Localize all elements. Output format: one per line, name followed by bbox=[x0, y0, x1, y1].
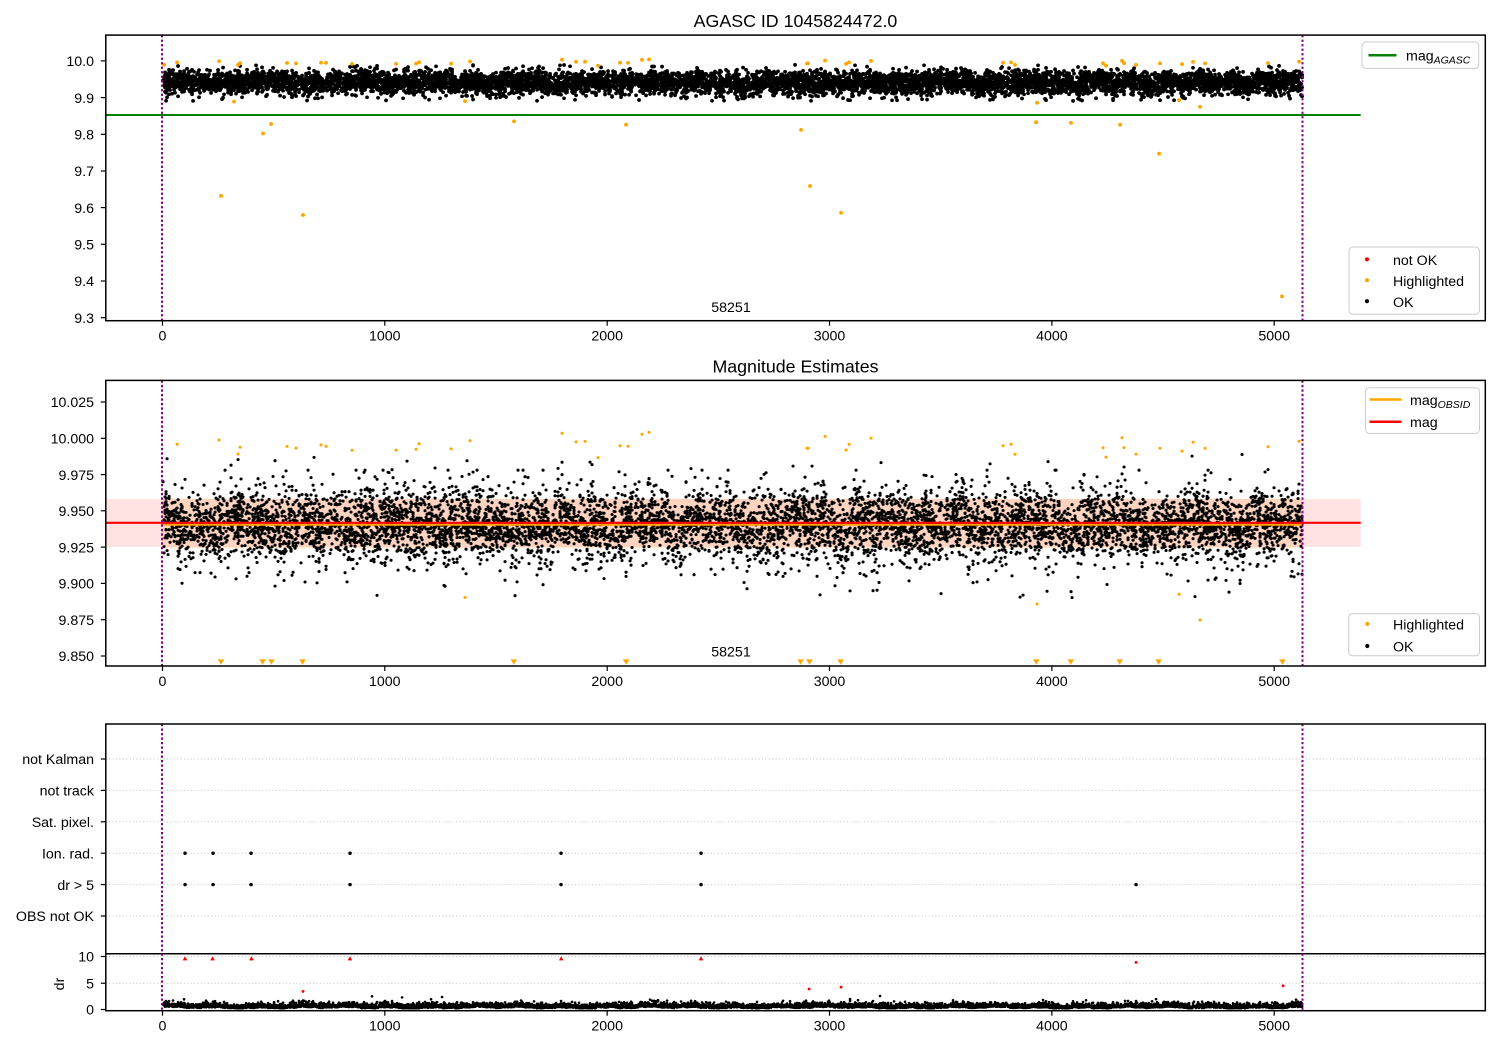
svg-text:9.850: 9.850 bbox=[58, 649, 94, 665]
svg-text:1000: 1000 bbox=[369, 674, 401, 690]
svg-text:9.9: 9.9 bbox=[74, 91, 94, 107]
svg-text:9.7: 9.7 bbox=[74, 164, 94, 180]
svg-text:10.0: 10.0 bbox=[66, 54, 94, 70]
svg-text:OBS not OK: OBS not OK bbox=[16, 909, 95, 925]
svg-text:58251: 58251 bbox=[711, 645, 751, 661]
svg-text:2000: 2000 bbox=[591, 674, 623, 690]
svg-text:1000: 1000 bbox=[369, 329, 401, 345]
svg-text:Highlighted: Highlighted bbox=[1393, 274, 1464, 290]
svg-text:0: 0 bbox=[159, 1019, 167, 1035]
svg-text:Ion. rad.: Ion. rad. bbox=[42, 846, 94, 862]
svg-text:4000: 4000 bbox=[1036, 1019, 1068, 1035]
svg-text:dr > 5: dr > 5 bbox=[57, 878, 94, 894]
svg-text:9.875: 9.875 bbox=[58, 613, 94, 629]
svg-text:9.900: 9.900 bbox=[58, 577, 94, 593]
svg-text:9.5: 9.5 bbox=[74, 238, 94, 254]
svg-text:0: 0 bbox=[159, 674, 167, 690]
svg-text:OK: OK bbox=[1393, 640, 1414, 656]
svg-text:5000: 5000 bbox=[1258, 329, 1290, 345]
svg-text:2000: 2000 bbox=[591, 329, 623, 345]
svg-text:OK: OK bbox=[1393, 295, 1414, 311]
svg-text:not Kalman: not Kalman bbox=[22, 752, 94, 768]
svg-text:mag: mag bbox=[1410, 415, 1438, 431]
svg-text:Sat. pixel.: Sat. pixel. bbox=[32, 815, 94, 831]
svg-text:not OK: not OK bbox=[1393, 253, 1438, 269]
svg-text:10.000: 10.000 bbox=[51, 432, 95, 448]
svg-text:10: 10 bbox=[78, 950, 94, 966]
svg-text:9.3: 9.3 bbox=[74, 311, 94, 327]
svg-text:10.025: 10.025 bbox=[51, 395, 95, 411]
svg-text:3000: 3000 bbox=[814, 674, 846, 690]
svg-text:5: 5 bbox=[86, 976, 94, 992]
svg-text:1000: 1000 bbox=[369, 1019, 401, 1035]
svg-text:9.925: 9.925 bbox=[58, 540, 94, 556]
svg-text:0: 0 bbox=[159, 329, 167, 345]
svg-text:AGASC ID 1045824472.0: AGASC ID 1045824472.0 bbox=[694, 11, 898, 31]
svg-text:4000: 4000 bbox=[1036, 674, 1068, 690]
svg-text:5000: 5000 bbox=[1258, 674, 1290, 690]
svg-text:9.4: 9.4 bbox=[74, 274, 94, 290]
svg-text:0: 0 bbox=[86, 1003, 94, 1019]
svg-text:2000: 2000 bbox=[591, 1019, 623, 1035]
svg-text:3000: 3000 bbox=[814, 1019, 846, 1035]
svg-text:dr: dr bbox=[52, 977, 68, 990]
svg-text:5000: 5000 bbox=[1258, 1019, 1290, 1035]
svg-text:Highlighted: Highlighted bbox=[1393, 618, 1464, 634]
svg-text:3000: 3000 bbox=[814, 329, 846, 345]
svg-text:4000: 4000 bbox=[1036, 329, 1068, 345]
svg-text:9.950: 9.950 bbox=[58, 504, 94, 520]
svg-text:9.8: 9.8 bbox=[74, 128, 94, 144]
svg-text:58251: 58251 bbox=[711, 300, 751, 316]
svg-text:9.975: 9.975 bbox=[58, 468, 94, 484]
svg-text:Magnitude Estimates: Magnitude Estimates bbox=[712, 357, 878, 377]
svg-text:9.6: 9.6 bbox=[74, 201, 94, 217]
svg-text:not track: not track bbox=[40, 784, 95, 800]
